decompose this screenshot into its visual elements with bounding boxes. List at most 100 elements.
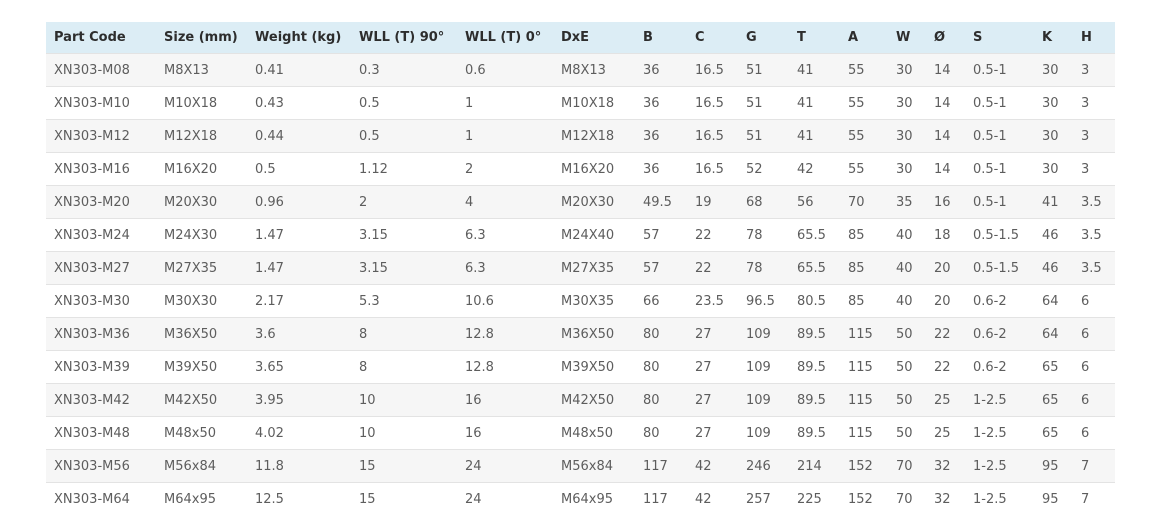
table-cell: 3.6 [247,317,351,351]
table-cell: XN303-M08 [46,53,156,87]
table-row: XN303-M42 M42X50 3.95 10 16 M42X50 80 27 109 89.5… [46,383,1115,417]
table-cell: 6 [1073,317,1115,351]
table-cell: XN303-M36 [46,317,156,351]
table-cell: M64x95 [553,482,635,515]
table-row: XN303-M20 M20X30 0.96 2 4 M20X30 49.5 19 68 56 70 3… [46,185,1115,219]
table-cell: 50 [888,317,926,351]
table-cell: 55 [840,53,888,87]
table-cell: 95 [1034,449,1073,483]
table-cell: 109 [738,317,789,351]
table-cell: 152 [840,482,888,515]
table-body: XN303-M08 M8X13 0.41 0.3 0.6 M8X13 36 16.5 51 41 5… [46,53,1115,515]
table-cell: 3 [1073,86,1115,120]
table-cell: M39X50 [553,350,635,384]
spec-table: Part Code Size (mm) Weight (kg) WLL (T) 90°… [46,22,1115,515]
table-cell: 16.5 [687,152,738,186]
table-cell: 246 [738,449,789,483]
table-cell: 1.47 [247,251,351,285]
table-row: XN303-M56 M56x84 11.8 15 24 M56x84 117 42 246 214… [46,449,1115,483]
table-cell: 36 [635,152,687,186]
table-row: XN303-M36 M36X50 3.6 8 12.8 M36X50 80 27 109 89.5… [46,317,1115,351]
table-cell: 52 [738,152,789,186]
table-cell: 36 [635,119,687,153]
table-cell: M39X50 [156,350,247,384]
table-cell: 36 [635,86,687,120]
table-cell: 55 [840,152,888,186]
table-cell: 51 [738,119,789,153]
table-cell: 30 [888,119,926,153]
table-cell: 0.5-1 [965,53,1034,87]
table-cell: 1 [457,119,553,153]
table-cell: 16 [457,383,553,417]
table-cell: 0.5-1.5 [965,218,1034,252]
table-cell: 85 [840,284,888,318]
table-row: XN303-M27 M27X35 1.47 3.15 6.3 M27X35 57 22 78 65… [46,251,1115,285]
table-cell: 0.5-1 [965,86,1034,120]
table-cell: 0.6-2 [965,317,1034,351]
table-cell: 41 [1034,185,1073,219]
table-cell: 23.5 [687,284,738,318]
table-cell: M36X50 [156,317,247,351]
table-cell: 225 [789,482,840,515]
table-cell: 49.5 [635,185,687,219]
table-row: XN303-M30 M30X30 2.17 5.3 10.6 M30X35 66 23.5 96… [46,284,1115,318]
table-cell: 30 [1034,152,1073,186]
table-cell: 115 [840,317,888,351]
table-cell: 1-2.5 [965,416,1034,450]
table-cell: M30X30 [156,284,247,318]
table-cell: M42X50 [156,383,247,417]
table-cell: 18 [926,218,965,252]
table-cell: 14 [926,86,965,120]
table-cell: M16X20 [553,152,635,186]
table-cell: 16.5 [687,119,738,153]
table-cell: 24 [457,482,553,515]
table-cell: 3 [1073,119,1115,153]
table-cell: 65 [1034,416,1073,450]
table-cell: XN303-M48 [46,416,156,450]
table-cell: 89.5 [789,350,840,384]
table-cell: 7 [1073,449,1115,483]
table-cell: 50 [888,416,926,450]
table-cell: M12X18 [553,119,635,153]
table-cell: 16.5 [687,86,738,120]
table-cell: M27X35 [156,251,247,285]
table-cell: 57 [635,251,687,285]
table-cell: 0.5 [351,119,457,153]
table-cell: 12.5 [247,482,351,515]
table-cell: 14 [926,152,965,186]
table-cell: 25 [926,416,965,450]
table-cell: 65.5 [789,251,840,285]
table-cell: 64 [1034,284,1073,318]
table-cell: 70 [888,482,926,515]
table-cell: 11.8 [247,449,351,483]
header-cell: C [687,22,738,54]
table-cell: 70 [888,449,926,483]
table-cell: 85 [840,218,888,252]
header-cell: B [635,22,687,54]
header-cell: K [1034,22,1073,54]
table-cell: 51 [738,86,789,120]
table-cell: M10X18 [553,86,635,120]
table-cell: M24X30 [156,218,247,252]
table-cell: 0.5 [247,152,351,186]
table-cell: 3.5 [1073,251,1115,285]
table-cell: 6 [1073,284,1115,318]
table-row: XN303-M16 M16X20 0.5 1.12 2 M16X20 36 16.5 52 42 5… [46,152,1115,186]
table-cell: M64x95 [156,482,247,515]
table-cell: 7 [1073,482,1115,515]
table-cell: M30X35 [553,284,635,318]
table-cell: 27 [687,317,738,351]
table-cell: 68 [738,185,789,219]
header-cell: WLL (T) 90° [351,22,457,54]
table-cell: 36 [635,53,687,87]
table-cell: M48x50 [553,416,635,450]
table-cell: M24X40 [553,218,635,252]
table-cell: 257 [738,482,789,515]
table-cell: 32 [926,449,965,483]
table-cell: M16X20 [156,152,247,186]
table-cell: XN303-M30 [46,284,156,318]
table-cell: 10 [351,416,457,450]
table-cell: 6 [1073,416,1115,450]
table-cell: 0.5 [351,86,457,120]
